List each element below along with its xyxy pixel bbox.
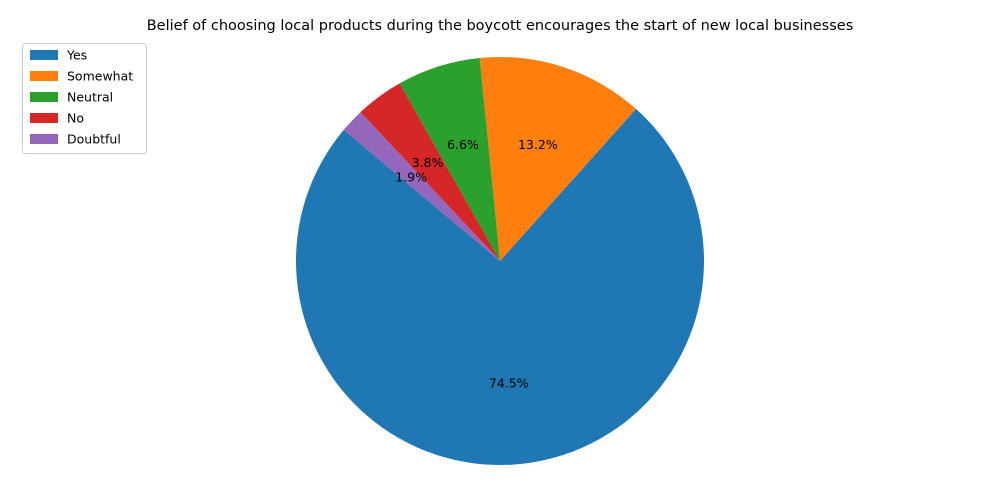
legend-swatch-yes bbox=[30, 50, 58, 60]
pie-slice-no bbox=[360, 83, 500, 261]
legend: Yes Somewhat Neutral No Doubtful bbox=[22, 43, 147, 154]
legend-items: Yes Somewhat Neutral No Doubtful bbox=[30, 48, 133, 147]
legend-swatch-doubtful bbox=[30, 134, 58, 144]
legend-swatch-no bbox=[30, 113, 58, 123]
legend-label-yes: Yes bbox=[66, 48, 87, 63]
pie-slices bbox=[296, 57, 704, 465]
slice-label-neutral: 6.6% bbox=[447, 137, 479, 152]
legend-label-somewhat: Somewhat bbox=[67, 69, 133, 84]
pie-slice-yes bbox=[296, 108, 704, 465]
slice-label-doubtful: 1.9% bbox=[395, 169, 427, 184]
slice-label-no: 3.8% bbox=[412, 155, 444, 170]
pie-slice-neutral bbox=[399, 58, 500, 261]
legend-label-doubtful: Doubtful bbox=[67, 132, 121, 147]
chart-title: Belief of choosing local products during… bbox=[147, 18, 854, 34]
pie-slice-somewhat bbox=[479, 57, 636, 262]
legend-swatch-somewhat bbox=[30, 71, 58, 81]
slice-label-yes: 74.5% bbox=[489, 376, 529, 391]
slice-label-somewhat: 13.2% bbox=[518, 137, 558, 152]
pie-slice-doubtful bbox=[343, 112, 500, 261]
legend-swatch-neutral bbox=[30, 92, 58, 102]
legend-label-no: No bbox=[67, 111, 84, 126]
legend-label-neutral: Neutral bbox=[67, 90, 113, 105]
pie-slice-labels: 74.5% 13.2% 6.6%3.8%1.9% bbox=[395, 137, 558, 391]
